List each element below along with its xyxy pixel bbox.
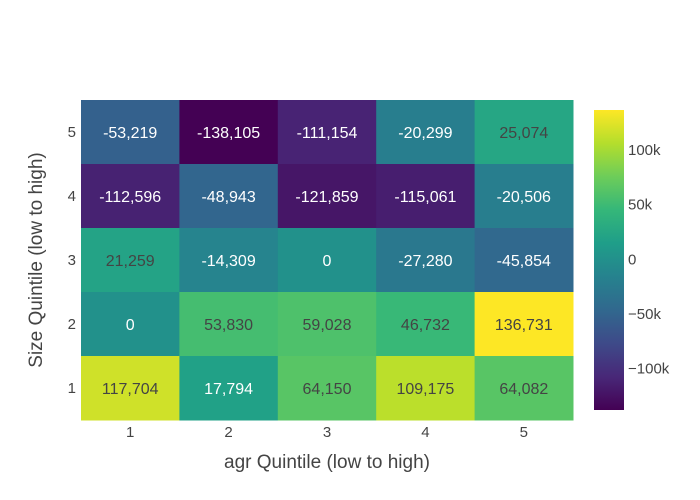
heatmap-cell (277, 164, 377, 229)
cell-value-label: 109,175 (396, 381, 454, 398)
heatmap-cells: -53,219 -138,105 -111,154 -20,299 25,074 -112… (81, 100, 574, 421)
cell-value-label: 64,150 (303, 381, 352, 398)
x-tick-label: 1 (126, 424, 134, 441)
colorbar-tick-label: −100k (628, 360, 670, 377)
y-tick-label: 1 (68, 380, 76, 397)
heatmap-cell (81, 164, 180, 229)
heatmap-cell (277, 356, 377, 421)
cell-value-label: -138,105 (197, 125, 260, 142)
heatmap-cell (277, 228, 377, 293)
cell-value-label: -14,309 (201, 253, 255, 270)
y-tick-label: 3 (68, 252, 76, 269)
x-tick-label: 5 (520, 424, 528, 441)
heatmap-cell (376, 100, 476, 165)
cell-value-label: 0 (126, 317, 135, 334)
x-tick-label: 4 (421, 424, 429, 441)
cell-value-label: 21,259 (106, 253, 155, 270)
cell-value-label: -45,854 (497, 253, 551, 270)
heatmap-cell (474, 228, 574, 293)
cell-value-label: 0 (323, 253, 332, 270)
x-tick-label: 2 (224, 424, 232, 441)
y-tick-label: 4 (68, 188, 76, 205)
heatmap-cell (474, 164, 574, 229)
x-axis-title: agr Quintile (low to high) (224, 452, 430, 473)
cell-value-label: 46,732 (401, 317, 450, 334)
cell-value-label: -112,596 (99, 189, 161, 206)
heatmap-cell (179, 292, 279, 357)
heatmap-cell (376, 164, 476, 229)
cell-value-label: 59,028 (303, 317, 352, 334)
heatmap-cell (474, 100, 574, 165)
heatmap-cell (277, 292, 377, 357)
cell-value-label: 64,082 (499, 381, 548, 398)
heatmap-cell (179, 164, 279, 229)
colorbar-tick-label: 50k (628, 197, 653, 214)
heatmap-cell (81, 100, 180, 165)
x-axis-ticks: 1 2 3 4 5 (126, 424, 528, 441)
cell-value-label: -53,219 (103, 125, 157, 142)
y-axis-ticks: 5 4 3 2 1 (68, 124, 76, 397)
cell-value-label: -27,280 (398, 253, 452, 270)
cell-value-label: -111,154 (297, 125, 358, 142)
cell-value-label: 117,704 (102, 381, 159, 398)
colorbar-ticks: 100k 50k 0 −50k −100k (628, 142, 670, 377)
heatmap-cell (179, 100, 279, 165)
heatmap-cell (277, 100, 377, 165)
cell-value-label: -20,506 (497, 189, 551, 206)
heatmap-cell (179, 356, 279, 421)
cell-value-label: 17,794 (204, 381, 253, 398)
heatmap-cell (81, 356, 180, 421)
heatmap-cell (474, 356, 574, 421)
cell-value-label: -115,061 (394, 189, 456, 206)
colorbar-tick-label: 0 (628, 251, 636, 268)
cell-value-label: 53,830 (204, 317, 253, 334)
cell-value-label: -20,299 (398, 125, 452, 142)
cell-value-label: 136,731 (495, 317, 553, 334)
colorbar-tick-label: 100k (628, 142, 661, 159)
heatmap-cell (474, 292, 574, 357)
colorbar (594, 110, 624, 410)
heatmap-cell (81, 292, 180, 357)
cell-value-label: -48,943 (201, 189, 255, 206)
cell-value-label: -121,859 (295, 189, 358, 206)
y-axis-title: Size Quintile (low to high) (26, 152, 47, 367)
heatmap-cell (81, 228, 180, 293)
x-tick-label: 3 (323, 424, 331, 441)
y-tick-label: 5 (68, 124, 76, 141)
heatmap-cell (376, 228, 476, 293)
y-tick-label: 2 (68, 316, 76, 333)
cell-value-label: 25,074 (499, 125, 548, 142)
heatmap-cell (179, 228, 279, 293)
colorbar-tick-label: −50k (628, 306, 661, 323)
heatmap-cell (376, 356, 476, 421)
heatmap-cell (376, 292, 476, 357)
